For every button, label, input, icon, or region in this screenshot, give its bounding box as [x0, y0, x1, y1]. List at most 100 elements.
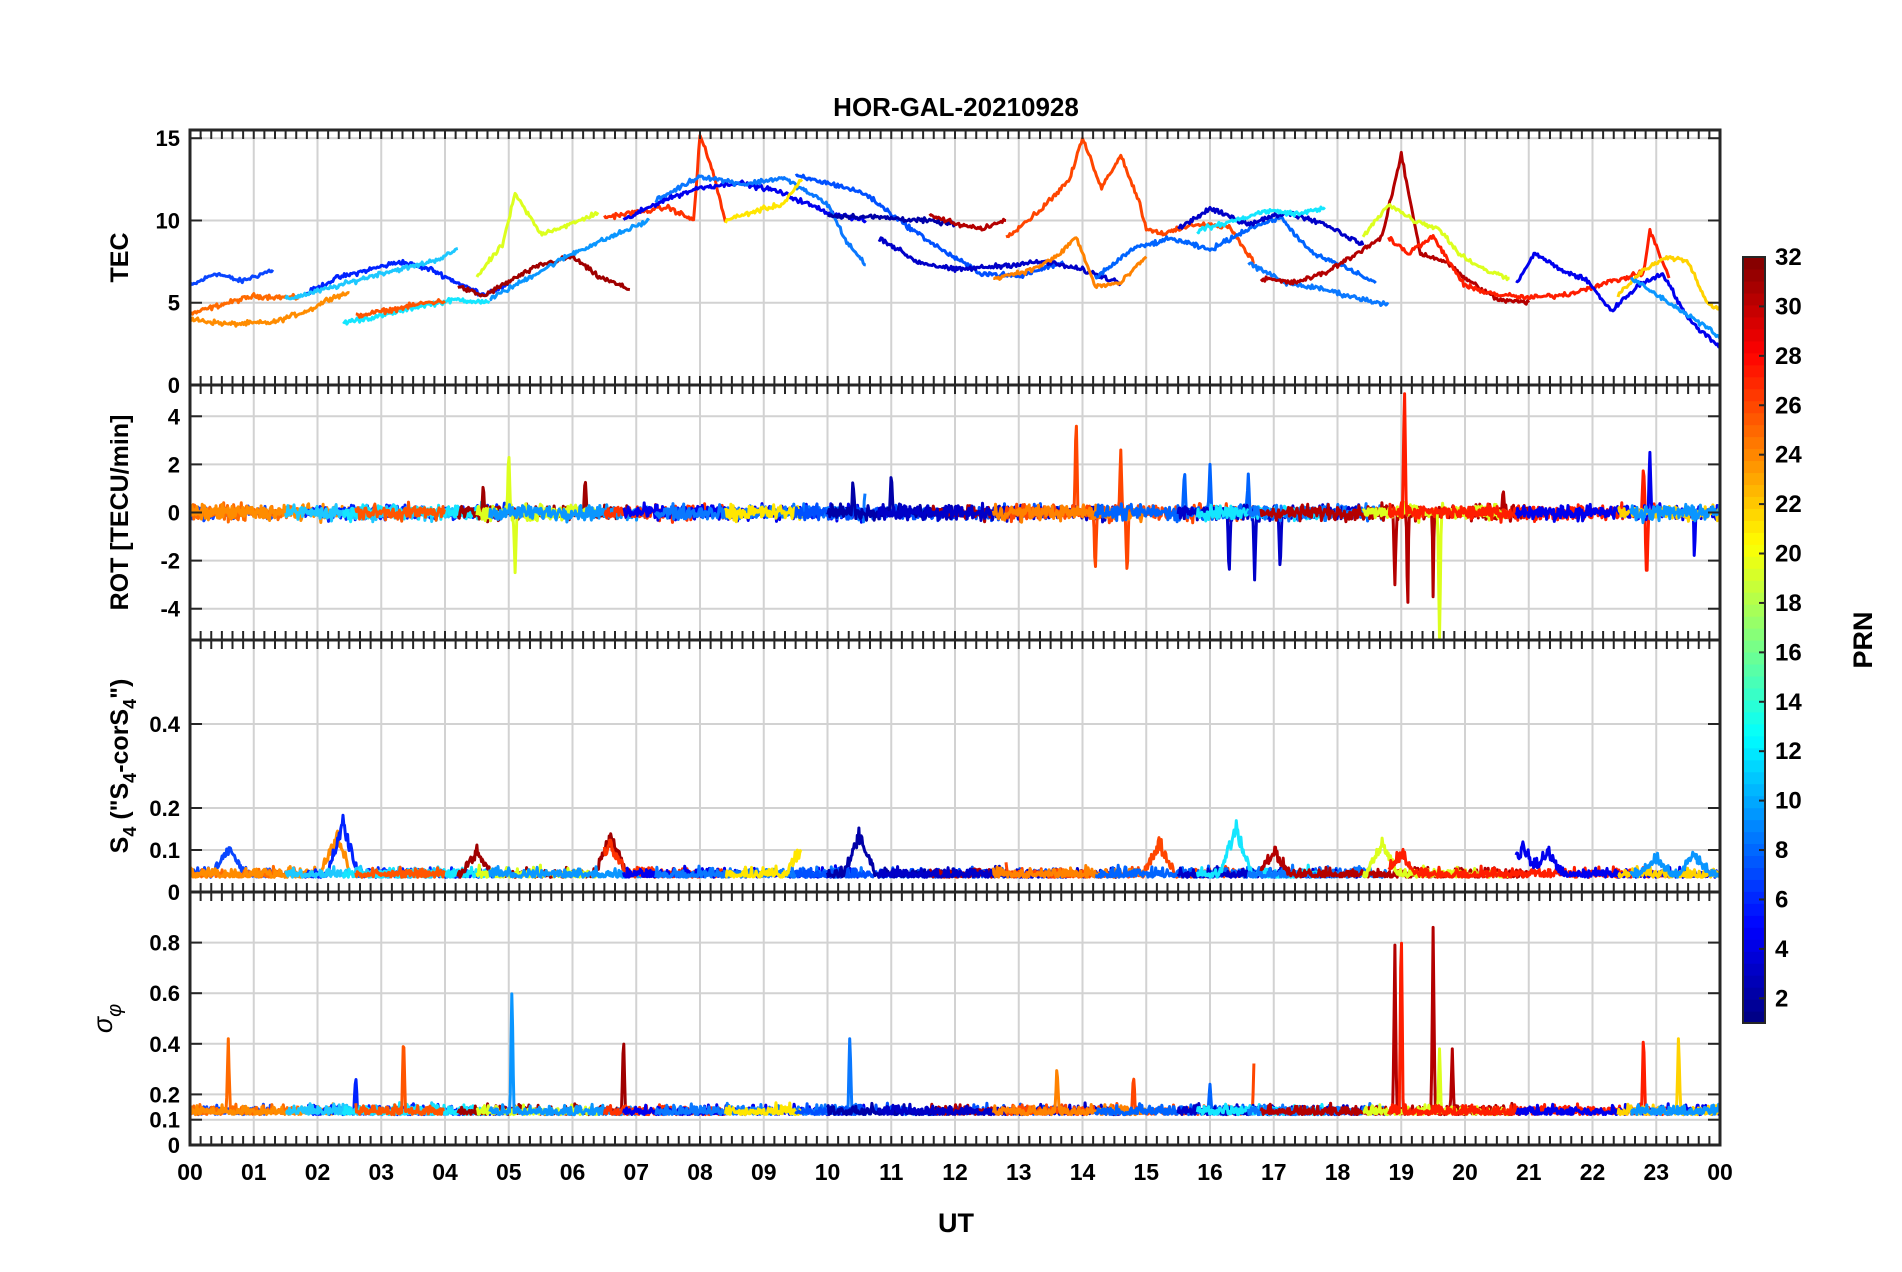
y-tick-label: 0	[168, 501, 180, 526]
colorbar-segment	[1743, 759, 1765, 773]
colorbar-segment	[1743, 939, 1765, 952]
x-axis-label: UT	[938, 1208, 974, 1238]
y-tick-label: 0	[168, 1133, 180, 1158]
y-tick-label: 4	[168, 404, 181, 429]
colorbar-segment	[1743, 628, 1765, 641]
x-tick-label: 16	[1197, 1159, 1223, 1185]
series-line-prn25	[354, 500, 446, 523]
colorbar-tick-label: 24	[1775, 442, 1802, 469]
x-tick-label: 08	[687, 1159, 713, 1185]
colorbar-segment	[1743, 340, 1765, 354]
colorbar-tick-label: 32	[1775, 244, 1802, 271]
y-tick-label: 0.2	[149, 1082, 180, 1107]
colorbar-segment	[1743, 915, 1765, 928]
series-line-prn25	[354, 1045, 446, 1117]
series-line-prn10	[1629, 502, 1720, 525]
colorbar-tick-label: 22	[1775, 491, 1802, 518]
colorbar-segment	[1743, 400, 1765, 414]
colorbar-segment	[1743, 651, 1765, 665]
colorbar-segment	[1743, 735, 1765, 749]
colorbar-segment	[1743, 711, 1765, 725]
series-line-prn24	[190, 1037, 300, 1117]
colorbar-segment	[1743, 687, 1765, 701]
colorbar-segment	[1743, 436, 1765, 450]
series-line-prn10	[489, 217, 651, 302]
series-line-prn9	[654, 1037, 867, 1117]
x-tick-label: 19	[1388, 1159, 1414, 1185]
colorbar-tick-label: 4	[1775, 936, 1789, 963]
colorbar-segment	[1743, 819, 1765, 833]
y-tick-label: 0	[168, 373, 180, 398]
series-line-prn25	[355, 298, 446, 319]
series-line-prn27	[603, 134, 727, 223]
colorbar-segment	[1743, 891, 1765, 904]
colorbar-tick-label: 10	[1775, 788, 1802, 815]
panel-sigphi: 00.10.2 0.4 0.6 0.8 σφ	[88, 890, 1722, 1158]
y-tick-label: 0.1	[149, 838, 180, 863]
colorbar-tick-label: 6	[1775, 886, 1788, 913]
colorbar-segment	[1743, 640, 1765, 653]
series-line-prn20	[724, 502, 803, 524]
series-line-prn26	[1004, 424, 1256, 570]
series-layer-s4	[190, 813, 1720, 879]
series-line-prn10	[1629, 277, 1720, 340]
x-tick-label: 05	[496, 1159, 522, 1185]
y-tick-label: 0.4	[149, 1032, 180, 1057]
colorbar-segment	[1743, 975, 1765, 988]
series-line-prn4	[1515, 251, 1720, 349]
colorbar-segment	[1743, 903, 1765, 916]
x-tick-label: 02	[305, 1159, 331, 1185]
colorbar-segment	[1743, 855, 1765, 869]
chart-title: HOR-GAL-20210928	[833, 92, 1079, 122]
colorbar-segment	[1743, 963, 1765, 976]
y-tick-label: 0.6	[149, 981, 180, 1006]
series-line-prn22	[993, 236, 1148, 289]
colorbar-tick-label: 26	[1775, 392, 1802, 419]
colorbar-segment	[1743, 520, 1765, 533]
colorbar-segment	[1743, 316, 1765, 330]
colorbar-tick-label: 20	[1775, 541, 1802, 568]
y-tick-label: -2	[160, 549, 180, 574]
y-axis-label-s4: S4 ("S4-corS4")	[106, 679, 140, 854]
colorbar-segment	[1743, 496, 1765, 509]
x-tick-label: 00	[177, 1159, 203, 1185]
colorbar-tick-label: 14	[1775, 689, 1802, 716]
series-line-prn23	[190, 829, 351, 879]
series-line-prn8	[190, 268, 275, 287]
colorbar-segment	[1743, 257, 1765, 270]
x-tick-label: 21	[1516, 1159, 1542, 1185]
series-layer-tec	[190, 134, 1720, 349]
colorbar-label: PRN	[1848, 611, 1878, 668]
colorbar-segment	[1743, 592, 1765, 605]
x-tick-label: 18	[1325, 1159, 1351, 1185]
colorbar-segment	[1743, 795, 1765, 809]
colorbar-segment	[1743, 328, 1765, 342]
colorbar-tick-label: 30	[1775, 293, 1802, 320]
series-line-prn30	[928, 213, 1007, 232]
series-line-prn11	[342, 296, 491, 326]
colorbar-segment	[1743, 448, 1765, 462]
colorbar-segment	[1743, 783, 1765, 797]
colorbar-segment	[1743, 723, 1765, 737]
colorbar-segment	[1743, 412, 1765, 426]
series-line-prn19	[1361, 203, 1510, 282]
series-line-prn10	[488, 865, 650, 879]
series-line-prn6	[794, 173, 1065, 279]
colorbar-segment	[1743, 867, 1765, 880]
colorbar-segment	[1743, 424, 1765, 438]
colorbar-segment	[1743, 376, 1765, 390]
series-line-prn4	[1514, 450, 1720, 557]
y-tick-label: 15	[156, 126, 180, 151]
colorbar-segment	[1743, 580, 1765, 593]
colorbar-segment	[1743, 663, 1765, 677]
series-line-prn9	[654, 174, 866, 267]
y-tick-label: 0.1	[149, 1108, 180, 1133]
y-tick-label: 2	[168, 452, 180, 477]
panel-rot: -4 -2 0 2 4 ROT [TECU/min]	[106, 383, 1722, 642]
colorbar-segment	[1743, 544, 1765, 557]
x-tick-label: 12	[942, 1159, 968, 1185]
colorbar-segment	[1743, 675, 1765, 689]
y-tick-label: 5	[168, 291, 180, 316]
